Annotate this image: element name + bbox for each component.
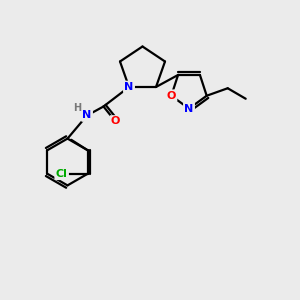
Text: O: O: [111, 116, 120, 127]
Text: N: N: [124, 82, 134, 92]
Text: O: O: [167, 91, 176, 101]
Text: Cl: Cl: [56, 169, 68, 179]
Text: N: N: [184, 103, 194, 114]
Text: H: H: [73, 103, 82, 113]
Text: N: N: [82, 110, 91, 121]
